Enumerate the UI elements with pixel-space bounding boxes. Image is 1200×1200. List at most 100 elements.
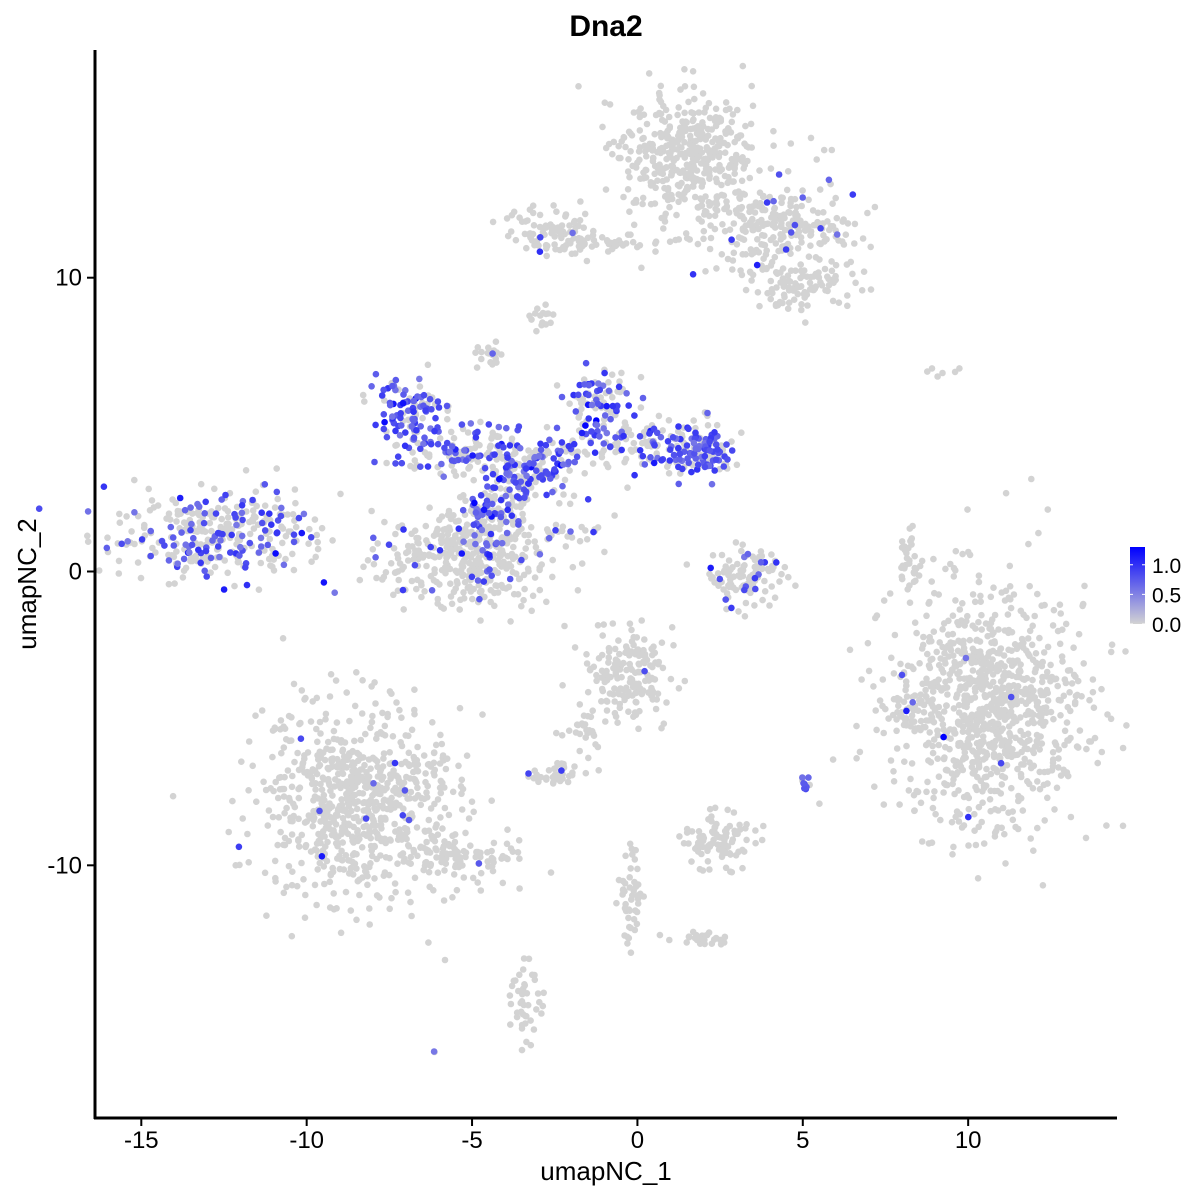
- chart-title: Dna2: [569, 10, 642, 43]
- cell-point: [909, 699, 916, 706]
- cell-point: [683, 939, 690, 946]
- cell-point: [689, 155, 697, 162]
- cell-point: [625, 914, 632, 922]
- cell-point: [430, 833, 438, 841]
- cell-point: [634, 243, 641, 251]
- cell-point: [589, 730, 597, 737]
- cell-point: [293, 882, 301, 890]
- colorbar-tick-label: 0.5: [1152, 584, 1181, 607]
- cell-point: [962, 698, 969, 705]
- cell-point: [576, 381, 583, 389]
- cell-point: [560, 491, 567, 498]
- cell-point: [319, 847, 327, 854]
- cell-point: [489, 218, 497, 226]
- cell-point: [322, 710, 330, 718]
- cell-point: [594, 743, 602, 751]
- cell-point: [339, 770, 347, 778]
- cell-point: [879, 676, 887, 683]
- cell-point: [426, 883, 434, 891]
- cell-point: [320, 579, 328, 586]
- cell-point: [123, 513, 130, 520]
- cell-point: [692, 137, 700, 145]
- cell-point: [960, 742, 967, 750]
- cell-point: [528, 607, 535, 615]
- cell-point: [429, 719, 436, 726]
- cell-point: [932, 810, 939, 818]
- cell-point: [1009, 816, 1017, 824]
- cell-point: [890, 778, 898, 785]
- cell-point: [369, 546, 377, 553]
- cell-point: [545, 449, 553, 457]
- cell-point: [271, 857, 279, 865]
- cell-point: [314, 795, 322, 802]
- cell-point: [104, 534, 111, 541]
- cell-point: [356, 891, 363, 899]
- cell-point: [531, 538, 538, 545]
- cell-point: [420, 866, 428, 874]
- cell-point: [978, 818, 985, 826]
- cell-point: [865, 667, 873, 675]
- cell-point: [931, 678, 939, 686]
- cell-point: [300, 510, 308, 518]
- cell-point: [568, 250, 576, 258]
- cell-point: [688, 142, 695, 149]
- cell-point: [580, 722, 587, 729]
- cell-point: [468, 573, 476, 581]
- cell-point: [890, 695, 898, 703]
- cell-point: [891, 631, 899, 639]
- cell-point: [809, 207, 817, 214]
- cell-point: [823, 236, 830, 243]
- cell-point: [408, 726, 416, 734]
- cell-point: [282, 555, 289, 563]
- cell-point: [691, 193, 699, 201]
- cell-point: [289, 817, 296, 825]
- cell-point: [138, 536, 146, 543]
- cell-point: [536, 223, 544, 231]
- cell-point: [474, 577, 482, 584]
- cell-point: [675, 423, 682, 430]
- x-tick-label: -15: [124, 1127, 159, 1154]
- cell-point: [822, 287, 829, 294]
- cell-point: [708, 480, 716, 488]
- cell-point: [601, 548, 608, 556]
- cell-point: [422, 522, 430, 530]
- cell-point: [917, 717, 925, 725]
- cell-point: [460, 874, 468, 881]
- cell-point: [197, 559, 204, 567]
- cell-point: [526, 230, 534, 237]
- cell-point: [615, 383, 623, 391]
- cell-point: [880, 597, 888, 604]
- cell-point: [518, 602, 525, 610]
- cell-point: [288, 932, 296, 940]
- cell-point: [491, 492, 499, 500]
- cell-point: [935, 773, 943, 780]
- cell-point: [690, 125, 697, 132]
- cell-point: [547, 869, 555, 876]
- cell-point: [464, 429, 472, 436]
- cell-point: [516, 855, 523, 862]
- cell-point: [791, 221, 799, 229]
- cell-point: [195, 503, 203, 511]
- cell-point: [410, 846, 417, 854]
- cell-point: [370, 560, 378, 568]
- cell-point: [952, 597, 959, 604]
- cell-point: [852, 279, 859, 287]
- cell-point: [551, 233, 558, 240]
- cell-point: [1003, 761, 1011, 769]
- cell-point: [1083, 745, 1090, 753]
- cell-point: [933, 648, 940, 656]
- cell-point: [658, 116, 666, 124]
- cell-point: [404, 542, 412, 550]
- cell-point: [998, 707, 1005, 714]
- cell-point: [614, 665, 621, 673]
- cell-point: [989, 671, 997, 678]
- cell-point: [411, 874, 419, 882]
- cell-point: [760, 255, 767, 262]
- cell-point: [746, 268, 754, 276]
- cell-point: [322, 716, 329, 723]
- cell-point: [347, 907, 355, 914]
- cell-point: [460, 538, 467, 545]
- cell-point: [620, 432, 627, 440]
- cell-point: [707, 222, 714, 229]
- cell-point: [686, 236, 693, 243]
